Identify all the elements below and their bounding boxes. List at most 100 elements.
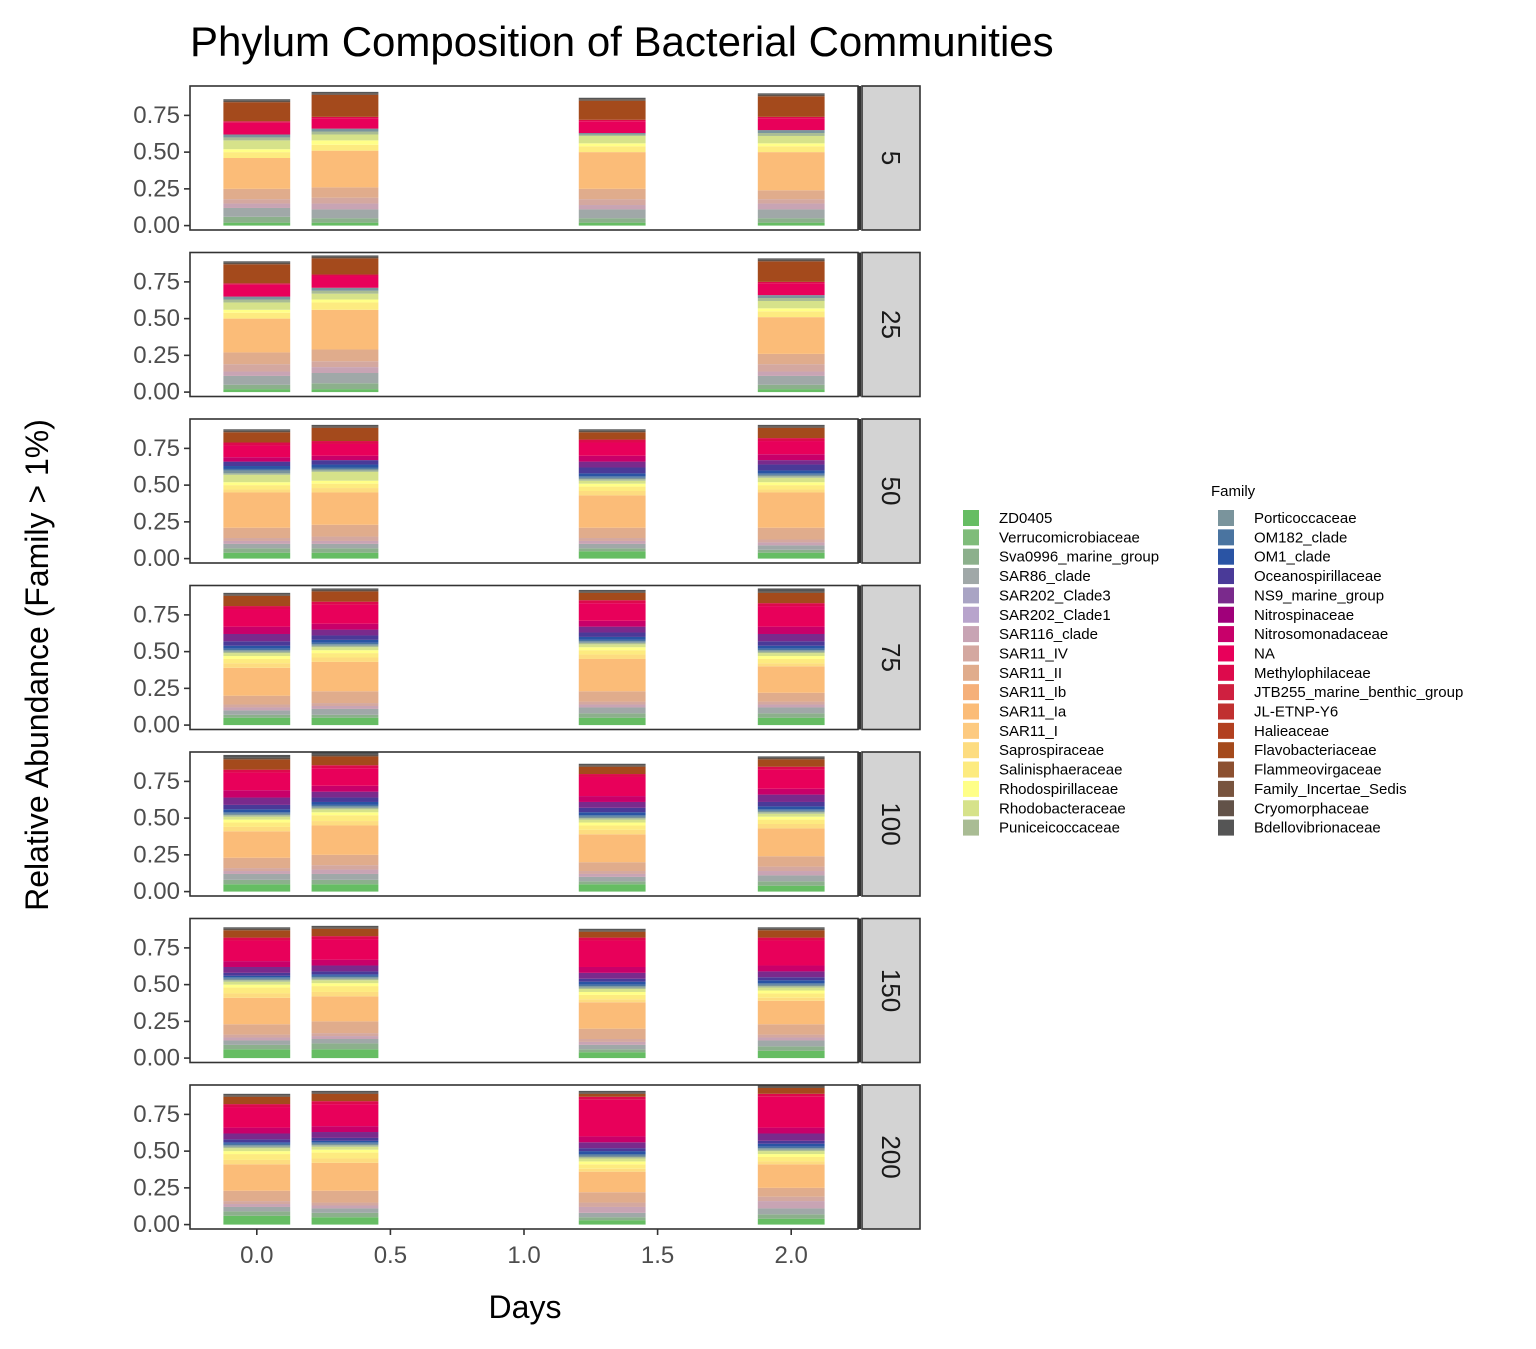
legend-item: SAR11_I — [963, 722, 1058, 740]
legend-label: SAR11_Ib — [999, 684, 1066, 701]
bar-segment-rhodobacteraceae — [578, 480, 646, 484]
facet-strip-label: 50 — [876, 477, 906, 506]
bar-segment-na — [311, 1104, 379, 1127]
bar-segment-sar86-clade — [578, 543, 646, 549]
bar-segment-methylophilaceae — [757, 281, 825, 284]
bar-segment-flavobacteriaceae — [578, 766, 646, 775]
panel-background — [190, 585, 858, 730]
bar-segment-methylophilaceae — [757, 116, 825, 119]
bar-segment-na — [578, 1099, 646, 1137]
bar-segment-om182-clade — [223, 648, 291, 651]
bar-segment-om1-clade — [223, 1142, 291, 1144]
bar-segment-zd0405 — [223, 1049, 291, 1059]
legend-item: SAR116_clade — [963, 626, 1098, 643]
bar-segment-cryomorphaceae — [223, 430, 291, 433]
legend-swatch — [963, 742, 979, 759]
y-tick-label: 0.50 — [133, 472, 180, 499]
bar-segment-oceanospirillaceae — [757, 977, 825, 981]
bar-segment-cryomorphaceae — [578, 430, 646, 433]
bar-segment-methylophilaceae — [757, 1093, 825, 1097]
facet-strip-label: 5 — [876, 151, 906, 165]
legend-label: NA — [1254, 645, 1275, 662]
bar-segment-sar11-ii — [223, 695, 291, 705]
bar-segment-sar86-clade — [757, 1040, 825, 1047]
bar-segment-bdellovibrionaceae — [578, 429, 646, 431]
bar-segment-sar11-ia — [311, 150, 379, 188]
bar-stack — [311, 91, 379, 226]
bar-segment-om182-clade — [757, 1146, 825, 1149]
bar-segment-om1-clade — [757, 470, 825, 474]
bar-segment-rhodospirillaceae — [223, 149, 291, 153]
bar-segment-sar11-ii — [311, 854, 379, 866]
bar-segment-cryomorphaceae — [578, 591, 646, 593]
bar-segment-sar116-clade — [311, 1036, 379, 1039]
bar-segment-salinisphaeraceae — [223, 658, 291, 664]
bar-segment-puniceicoccaceae — [311, 1145, 379, 1147]
legend: ZD0405 Verrucomicrobiaceae Sva0996_marine_… — [963, 510, 1463, 837]
bar-segment-rhodobacteraceae — [757, 653, 825, 657]
bar-segment-salinisphaeraceae — [578, 825, 646, 830]
bar-segment-sar116-clade — [757, 203, 825, 210]
bar-segment-oceanospirillaceae — [223, 804, 291, 810]
bar-segment-sva0996-marine-group — [578, 1217, 646, 1221]
bar-segment-methylophilaceae — [223, 121, 291, 123]
legend-label: SAR202_Clade3 — [999, 587, 1111, 604]
bar-segment-sar11-ii — [311, 1021, 379, 1034]
bar-segment-sva0996-marine-group — [578, 218, 646, 223]
bar-segment-na — [223, 940, 291, 962]
bar-segment-oceanospirillaceae — [223, 461, 291, 467]
bar-segment-ns9-marine-group — [757, 460, 825, 465]
bar-segment-nitrosomonadaceae — [578, 455, 646, 462]
bar-segment-sar11-ii — [311, 691, 379, 704]
facet-strip — [861, 584, 921, 731]
bar-segment-methylophilaceae — [223, 937, 291, 941]
legend-swatch — [963, 780, 979, 797]
facet-panel-25: 25 0.00 0.25 0.50 0.75 — [133, 251, 921, 406]
bar-segment-oceanospirillaceae — [311, 797, 379, 802]
bar-segment-zd0405 — [311, 552, 379, 559]
legend-item: Nitrospinaceae — [1218, 606, 1354, 624]
bar-segment-om1-clade — [757, 806, 825, 810]
bar-segment-sva0996-marine-group — [578, 881, 646, 885]
bar-segment-sar116-clade — [311, 705, 379, 709]
legend-item: Rhodobacteraceae — [963, 800, 1126, 817]
bar-segment-cryomorphaceae — [223, 100, 291, 103]
legend-item: Cryomorphaceae — [1218, 800, 1369, 817]
bar-segment-na — [757, 940, 825, 966]
x-axis-label: Days — [489, 1289, 562, 1325]
bar-segment-om182-clade — [223, 812, 291, 814]
bar-segment-methylophilaceae — [757, 766, 825, 770]
bar-segment-sva0996-marine-group — [311, 548, 379, 553]
bar-segment-oceanospirillaceae — [223, 1139, 291, 1143]
bar-segment-sva0996-marine-group — [757, 881, 825, 886]
legend-swatch — [963, 684, 979, 701]
bar-segment-sar11-ia — [578, 834, 646, 863]
bar-segment-bdellovibrionaceae — [578, 763, 646, 766]
bar-segment-puniceicoccaceae — [757, 476, 825, 478]
bar-segment-sar11-iv — [223, 538, 291, 541]
bar-stack — [757, 927, 825, 1059]
bar-segment-sar11-ia — [757, 317, 825, 354]
bar-segment-sar11-iv — [223, 364, 291, 372]
legend-label: Salinisphaeraceae — [999, 762, 1122, 779]
bar-segment-sar11-iv — [757, 1034, 825, 1038]
bar-segment-na — [578, 121, 646, 134]
bar-segment-na — [311, 443, 379, 456]
facet-panels: 5 0.00 0.25 0.50 0.75 25 0.00 0.25 0.50 0.75 50 0.0… — [133, 85, 921, 1238]
bar-segment-sar11-ia — [578, 495, 646, 528]
bar-segment-sar11-iv — [578, 1038, 646, 1042]
bar-segment-sar11-ia — [757, 1164, 825, 1188]
legend-swatch — [1218, 568, 1234, 585]
bar-segment-cryomorphaceae — [757, 259, 825, 262]
bar-segment-cryomorphaceae — [311, 754, 379, 757]
bar-segment-sar86-clade — [757, 707, 825, 714]
bar-segment-zd0405 — [223, 1215, 291, 1225]
bar-segment-om1-clade — [757, 980, 825, 984]
bar-segment-sar11-ii — [578, 527, 646, 539]
bar-segment-oceanospirillaceae — [223, 972, 291, 976]
legend-item: SAR11_II — [963, 664, 1062, 682]
bar-stack — [578, 97, 646, 226]
bar-segment-na — [311, 604, 379, 624]
bar-segment-nitrosomonadaceae — [578, 796, 646, 802]
bar-segment-sar86-clade — [578, 1044, 646, 1050]
